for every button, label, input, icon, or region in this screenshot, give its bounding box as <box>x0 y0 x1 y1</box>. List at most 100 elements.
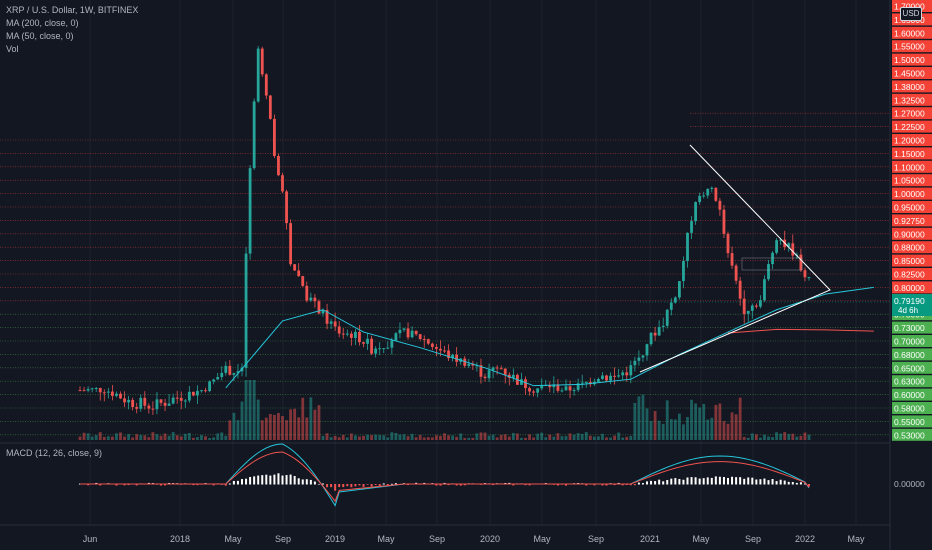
candle-body <box>119 393 122 399</box>
candle-body <box>653 332 657 336</box>
candle-body <box>167 403 171 406</box>
candle-body <box>698 195 702 203</box>
candle-body <box>240 367 244 372</box>
candle-body <box>742 298 746 314</box>
x-tick-label: May <box>533 534 551 544</box>
volume-bar <box>111 436 114 440</box>
macd-histogram-bar <box>799 482 802 485</box>
candle-body <box>297 270 301 277</box>
candle-body <box>520 379 523 385</box>
volume-bar <box>475 433 479 440</box>
macd-histogram-bar <box>342 484 345 488</box>
volume-bar <box>597 436 600 440</box>
volume-bar <box>135 434 139 440</box>
current-price-bg <box>892 294 932 316</box>
volume-bar <box>212 437 216 440</box>
volume-bar <box>94 435 98 440</box>
volume-bar <box>617 432 621 440</box>
macd-histogram-bar <box>232 480 235 485</box>
candle-body <box>321 310 325 314</box>
volume-bar <box>139 435 143 440</box>
range-box <box>741 257 803 271</box>
candle-body <box>597 378 600 382</box>
macd-histogram-bar <box>702 478 705 485</box>
macd-histogram-bar <box>633 484 636 486</box>
volume-bar <box>754 434 758 440</box>
volume-bar <box>771 437 774 440</box>
macd-histogram-bar <box>674 478 677 485</box>
volume-bar <box>750 433 754 440</box>
price-tick-bg <box>892 241 932 254</box>
macd-histogram-bar <box>354 484 357 487</box>
volume-bar <box>305 417 309 440</box>
volume-bar <box>552 436 556 440</box>
macd-histogram-bar <box>115 484 118 486</box>
candle-body <box>694 202 697 222</box>
macd-histogram-bar <box>265 474 268 485</box>
volume-bar <box>669 419 673 440</box>
macd-histogram-bar <box>565 484 567 486</box>
volume-bar <box>779 433 783 440</box>
candle-body <box>345 333 349 335</box>
price-tick-label: 0.82500 <box>894 270 925 280</box>
volume-bar <box>491 434 495 440</box>
candle-body <box>151 408 155 410</box>
macd-histogram-bar <box>374 484 377 485</box>
volume-bar <box>264 417 268 440</box>
price-tick-bg <box>892 93 932 106</box>
macd-histogram-bar <box>293 475 296 485</box>
macd-histogram-bar <box>739 477 742 485</box>
x-tick-label: Sep <box>588 534 604 544</box>
x-tick-label: May <box>377 534 395 544</box>
candle-body <box>248 168 252 254</box>
price-tick-bg <box>892 174 932 187</box>
volume-bar <box>422 437 426 440</box>
volume-bar <box>625 436 629 440</box>
candle-body <box>422 338 426 340</box>
price-tick-bg <box>892 160 932 173</box>
vol-legend: Vol <box>6 44 19 54</box>
currency-badge[interactable]: USD <box>900 7 922 21</box>
macd-histogram-bar <box>249 476 252 485</box>
price-tick-label: 0.60000 <box>894 390 925 400</box>
volume-bar <box>439 435 442 440</box>
macd-histogram-bar <box>771 478 774 485</box>
candle-body <box>94 388 98 390</box>
candle-body <box>139 397 143 409</box>
macd-histogram-bar <box>783 480 786 485</box>
volume-bar <box>528 434 531 440</box>
volume-bar <box>682 424 685 440</box>
price-tick-label: 1.50000 <box>894 55 925 65</box>
ma50-line <box>225 286 874 389</box>
volume-bar <box>520 437 523 440</box>
volume-bar <box>443 433 446 440</box>
price-tick-bg <box>892 402 932 414</box>
volume-bar <box>511 432 515 440</box>
price-tick-bg <box>892 67 932 79</box>
volume-bar <box>208 437 211 440</box>
macd-histogram-bar <box>386 484 389 486</box>
candle-body <box>232 373 236 375</box>
candle-body <box>536 388 540 393</box>
volume-bar <box>467 437 471 440</box>
volume-bar <box>301 397 305 440</box>
price-tick-bg <box>892 415 932 428</box>
macd-histogram-bar <box>670 478 673 485</box>
macd-histogram-bar <box>87 484 90 486</box>
price-tick-label: 0.53000 <box>894 430 925 440</box>
triangle-drawing <box>639 144 831 373</box>
volume-bar <box>370 435 373 440</box>
price-tick-bg <box>892 201 932 213</box>
candle-body <box>791 243 795 256</box>
candle-body <box>787 243 791 247</box>
volume-bar <box>106 436 110 440</box>
signal-line <box>80 451 810 503</box>
volume-bar <box>123 436 126 440</box>
candle-body <box>487 370 491 379</box>
volume-bar <box>665 400 669 440</box>
macd-histogram-bar <box>512 484 515 486</box>
macd-histogram-bar <box>621 484 624 486</box>
candle-body <box>418 334 422 339</box>
price-tick-label: 0.88000 <box>894 243 925 253</box>
